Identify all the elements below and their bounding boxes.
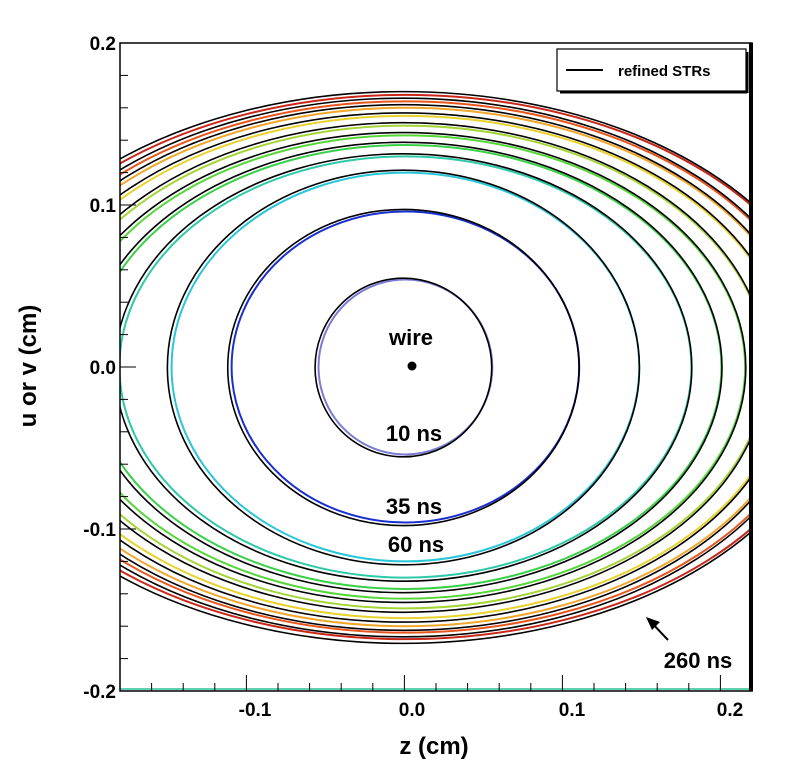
y-tick-label: 0.0 — [90, 358, 116, 379]
str-curve-refined — [166, 169, 641, 566]
y-tick-label: 0.1 — [90, 196, 117, 217]
x-tick-label: 0.0 — [399, 700, 425, 721]
str-curve-colored — [120, 124, 752, 610]
curves-group — [120, 90, 752, 645]
plot-area — [120, 43, 752, 691]
annotation-10ns: 10 ns — [386, 421, 442, 446]
str-curve-refined — [120, 97, 752, 638]
x-axis-title: z (cm) — [399, 733, 468, 760]
str-curve-refined — [120, 153, 693, 582]
str-curve-colored — [120, 106, 752, 628]
wire-label: wire — [388, 325, 433, 350]
str-curve-refined — [120, 103, 752, 632]
ticks-group — [119, 42, 753, 692]
y-tick-label: -0.2 — [83, 682, 116, 703]
str-curve-colored — [120, 100, 752, 634]
str-curve-colored — [120, 114, 752, 620]
y-tick-label: 0.2 — [90, 34, 116, 55]
wire-marker — [407, 361, 417, 371]
x-tick-label: -0.1 — [239, 700, 272, 721]
annotation-35ns: 35 ns — [386, 494, 442, 519]
str-curve-refined — [226, 208, 580, 527]
y-tick-label: -0.1 — [83, 520, 116, 541]
str-curve-colored — [120, 93, 752, 641]
x-tick-label: 0.1 — [559, 700, 586, 721]
str-curve-refined — [120, 121, 752, 614]
x-tick-label: 0.2 — [717, 700, 743, 721]
str-curve-refined — [120, 90, 752, 645]
annotation-60ns: 60 ns — [388, 532, 444, 557]
str-curve-refined — [120, 141, 723, 594]
annotation-260ns: 260 ns — [664, 648, 733, 673]
annotation-arrowhead-260ns — [646, 617, 660, 630]
str-curve-refined — [120, 112, 752, 623]
str-curve-refined — [314, 277, 493, 458]
y-axis-title: u or v (cm) — [15, 305, 42, 428]
str-curve-refined — [120, 131, 747, 604]
legend-label: refined STRs — [618, 63, 711, 80]
